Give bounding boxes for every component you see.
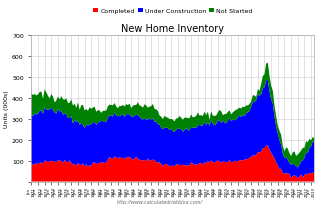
Y-axis label: Units (000s): Units (000s) [4,90,9,127]
Title: New Home Inventory: New Home Inventory [121,23,224,33]
Text: http://www.calculatedriskblog.com/: http://www.calculatedriskblog.com/ [117,199,203,204]
Legend: Completed, Under Construction, Not Started: Completed, Under Construction, Not Start… [91,7,255,17]
